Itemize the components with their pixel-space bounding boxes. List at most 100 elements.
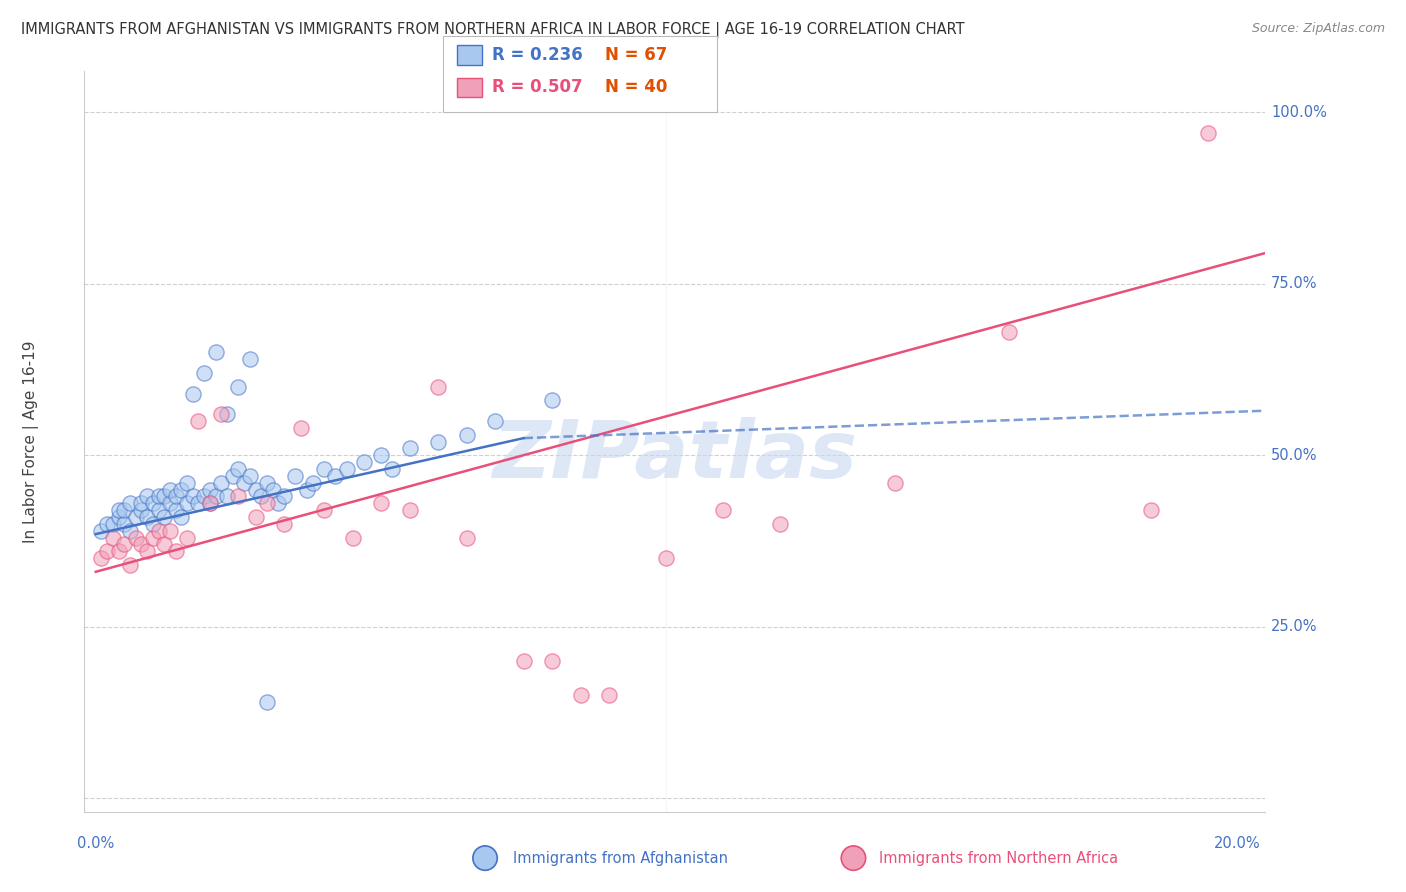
Point [153,510,176,524]
Point [267,496,290,510]
Point [165,544,187,558]
Point [353,455,375,469]
Point [187,414,209,428]
Point [159,483,181,497]
Point [136,544,159,558]
Point [107,503,129,517]
Point [239,468,262,483]
Point [101,516,124,531]
Point [370,448,392,462]
Point [204,345,226,359]
Point [215,489,238,503]
Circle shape [472,846,498,871]
Point [312,503,335,517]
Point [325,468,347,483]
Point [883,475,905,490]
Point [118,524,141,538]
Point [96,544,118,558]
Circle shape [841,846,866,871]
Text: ZIPatlas: ZIPatlas [492,417,858,495]
Point [153,537,176,551]
Point [245,483,267,497]
Point [142,531,165,545]
Point [148,524,170,538]
Point [228,380,250,394]
Point [997,325,1019,339]
Point [569,688,592,702]
Point [655,551,678,566]
Point [711,503,734,517]
Point [176,496,198,510]
Point [118,496,141,510]
Point [198,496,221,510]
Point [176,475,198,490]
Point [198,483,221,497]
Point [290,421,312,435]
Point [209,407,232,421]
Point [256,475,278,490]
Point [256,695,278,709]
Point [142,496,165,510]
Point [273,489,295,503]
Point [90,524,112,538]
Text: N = 40: N = 40 [605,78,666,96]
Point [148,503,170,517]
Point [256,496,278,510]
Point [239,352,262,367]
Point [512,654,534,668]
Point [1140,503,1163,517]
Text: 20.0%: 20.0% [1213,836,1260,851]
Text: N = 67: N = 67 [605,46,666,64]
Point [398,442,420,456]
Point [250,489,273,503]
Point [427,434,450,449]
Point [107,544,129,558]
Point [228,489,250,503]
Point [769,516,792,531]
Text: In Labor Force | Age 16-19: In Labor Force | Age 16-19 [24,340,39,543]
Point [370,496,392,510]
Point [427,380,450,394]
Point [142,516,165,531]
Text: 0.0%: 0.0% [77,836,114,851]
Point [159,496,181,510]
Point [484,414,506,428]
Point [209,475,232,490]
Point [125,510,148,524]
Point [187,496,209,510]
Text: 100.0%: 100.0% [1271,105,1327,120]
Point [193,489,215,503]
Point [170,483,193,497]
Point [131,537,153,551]
Point [131,496,153,510]
Text: 75.0%: 75.0% [1271,277,1317,292]
Point [118,558,141,572]
Point [131,503,153,517]
Point [181,489,204,503]
Text: 50.0%: 50.0% [1271,448,1317,463]
Point [398,503,420,517]
Point [312,462,335,476]
Point [165,489,187,503]
Point [170,510,193,524]
Point [541,393,564,408]
Point [222,468,245,483]
Point [159,524,181,538]
Point [176,531,198,545]
Point [136,510,159,524]
Point [96,516,118,531]
Text: Immigrants from Northern Africa: Immigrants from Northern Africa [879,851,1118,865]
Point [284,468,307,483]
Point [456,531,478,545]
Text: 25.0%: 25.0% [1271,619,1317,634]
Point [541,654,564,668]
Point [301,475,323,490]
Text: Source: ZipAtlas.com: Source: ZipAtlas.com [1251,22,1385,36]
Point [125,531,148,545]
Text: IMMIGRANTS FROM AFGHANISTAN VS IMMIGRANTS FROM NORTHERN AFRICA IN LABOR FORCE | : IMMIGRANTS FROM AFGHANISTAN VS IMMIGRANT… [21,22,965,38]
Point [342,531,364,545]
Point [107,510,129,524]
Point [273,516,295,531]
Point [204,489,226,503]
Text: R = 0.507: R = 0.507 [492,78,582,96]
